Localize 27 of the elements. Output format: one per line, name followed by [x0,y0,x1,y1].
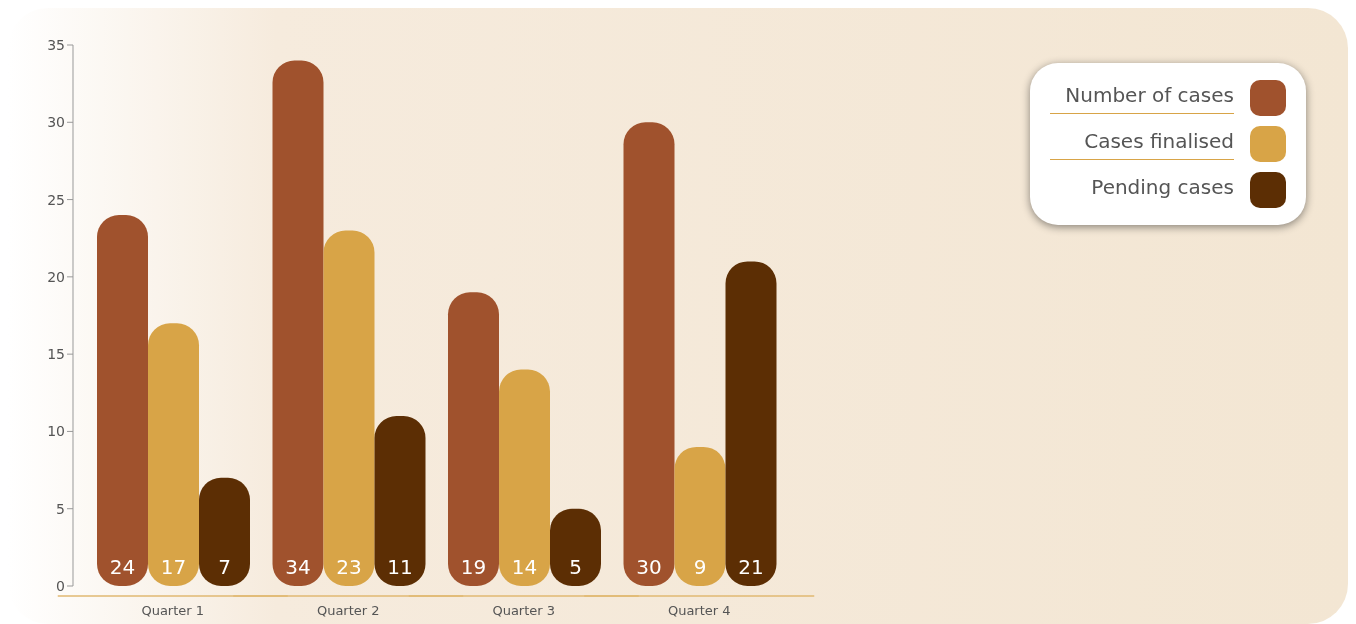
data-label: 11 [387,555,413,579]
data-label: 21 [738,555,764,579]
y-tick-label: 15 [47,346,65,363]
data-label: 9 [693,555,707,579]
data-label: 17 [160,555,187,579]
y-tick-label: 0 [56,577,65,594]
x-tick-label: Quarter 2 [316,603,380,618]
y-tick-label: 5 [56,500,65,517]
data-label: 14 [511,555,538,579]
y-tick-label: 25 [47,191,65,208]
data-label: 19 [460,555,487,579]
y-tick-label: 10 [47,423,65,440]
data-label: 5 [569,555,582,579]
x-tick-label: Quarter 3 [492,603,556,618]
data-label: 30 [636,555,662,579]
x-tick-label: Quarter 1 [141,603,205,618]
legend-label: Pending cases [1090,175,1234,201]
x-tick-label: Quarter 4 [667,603,731,618]
y-tick-label: 35 [47,36,65,53]
y-tick-label: 20 [47,268,65,285]
y-tick-label: 30 [47,114,65,131]
data-label: 7 [218,555,231,579]
data-label: 24 [109,555,136,579]
data-label: 23 [336,555,362,579]
legend-label: Cases finalised [1050,128,1234,160]
data-label: 34 [285,555,311,579]
legend-label: Number of cases [1050,82,1234,114]
